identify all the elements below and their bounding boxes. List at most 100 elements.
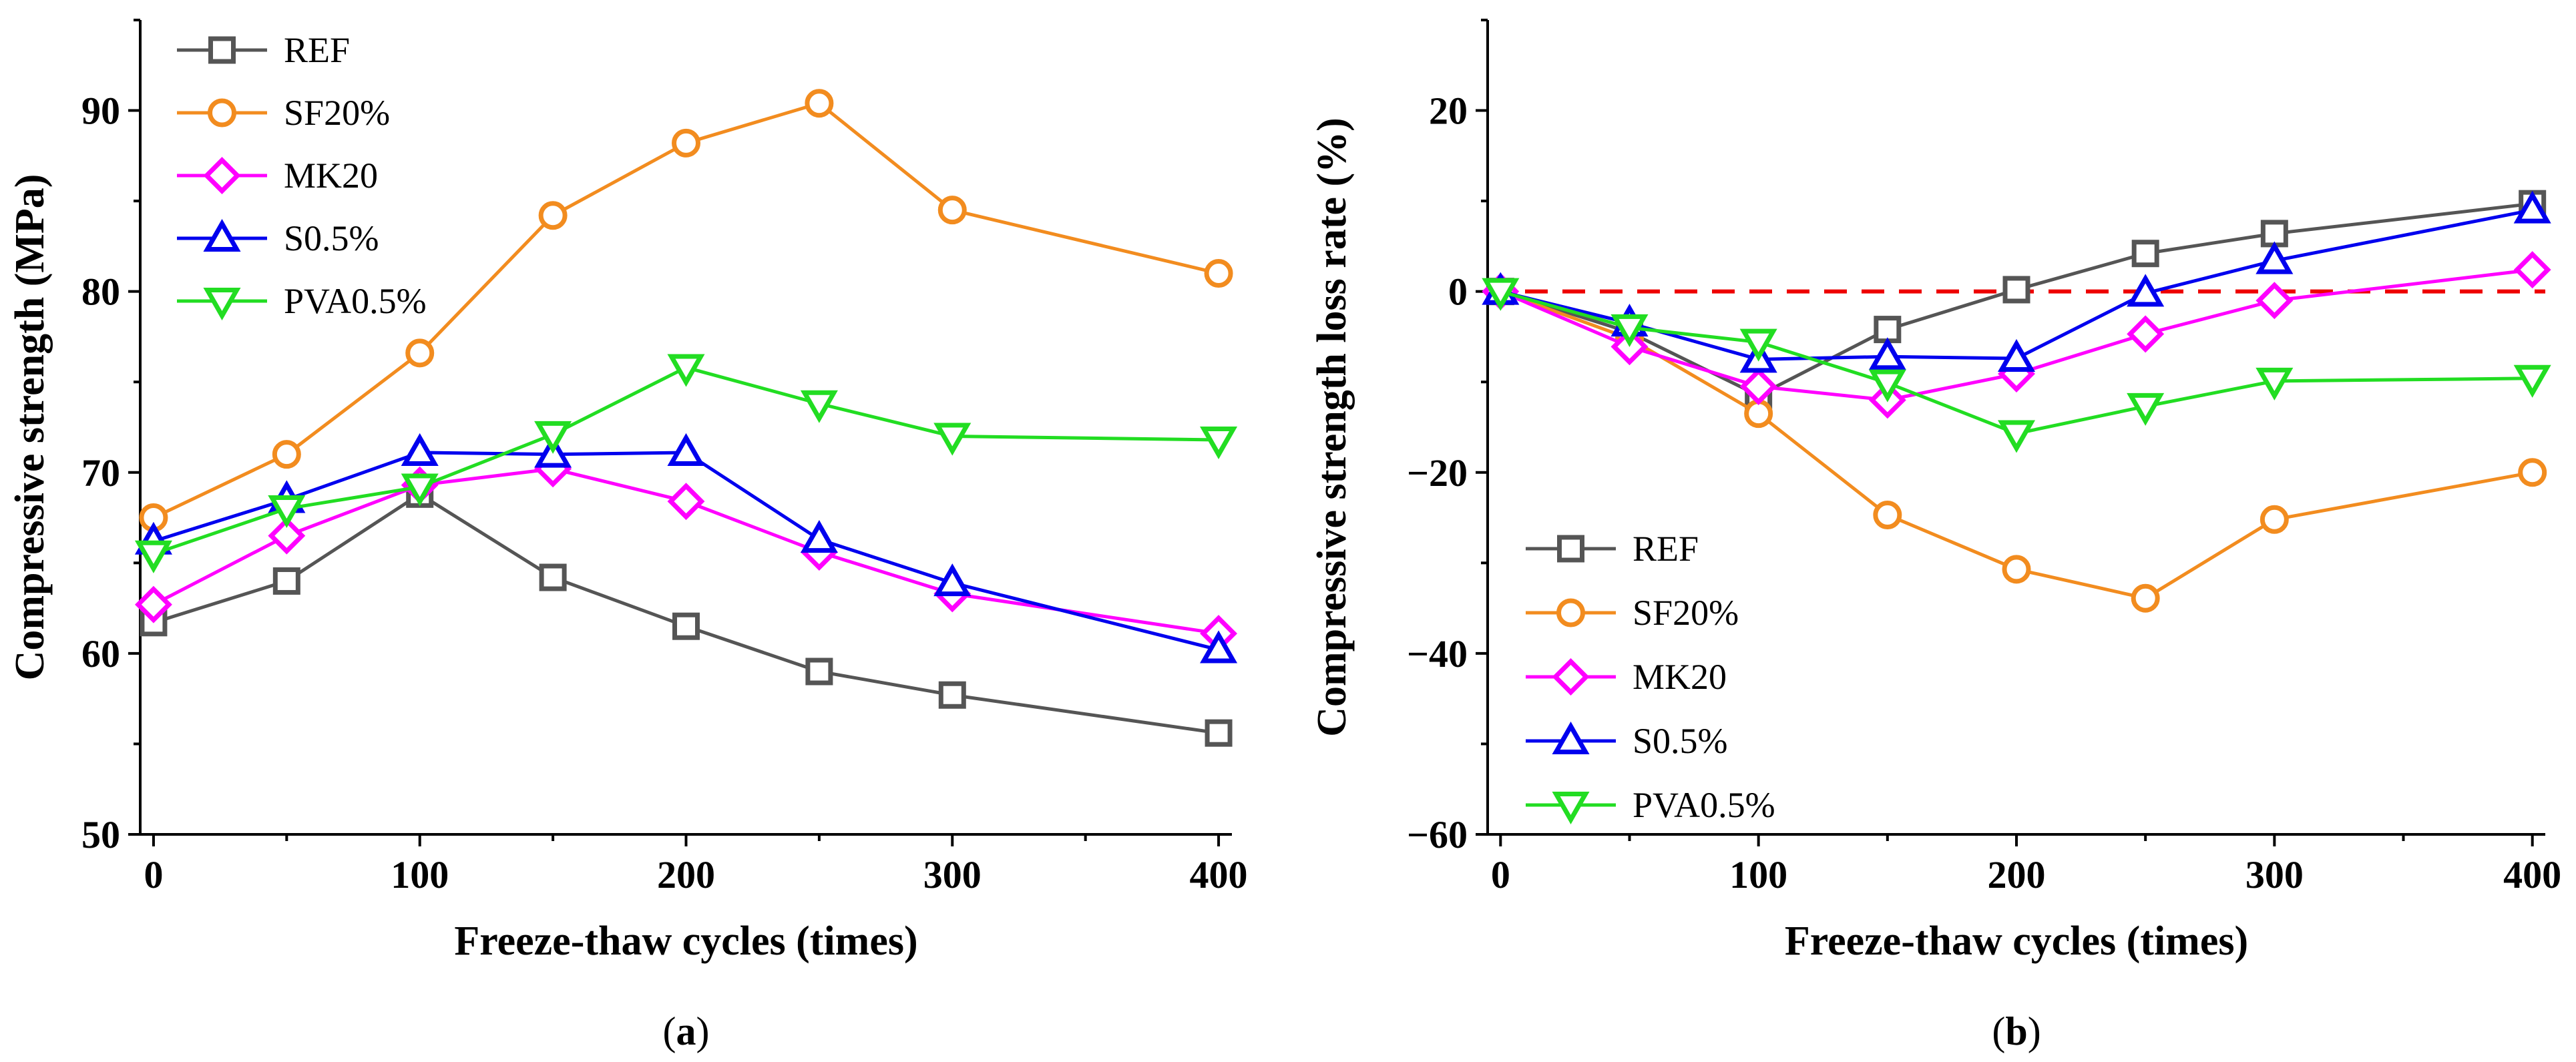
data-point <box>2127 315 2165 353</box>
data-point <box>1868 337 1906 370</box>
legend-swatch-marker <box>1556 598 1585 627</box>
legend-swatch-marker <box>1552 658 1590 696</box>
legend-swatch-marker <box>203 218 241 252</box>
x-tick-label: 300 <box>2245 853 2304 896</box>
data-point <box>667 433 705 466</box>
y-axis-title: Compressive strength (MPa) <box>7 174 53 681</box>
legend-item: MK20 <box>177 156 378 196</box>
data-point <box>672 612 700 640</box>
series-sf20- <box>139 89 1233 533</box>
legend-item: REF <box>177 30 350 70</box>
data-point <box>134 585 172 623</box>
data-point <box>539 563 567 591</box>
data-point <box>2513 364 2551 398</box>
x-axis-title: Freeze-thaw cycles (times) <box>454 918 917 964</box>
series-s0-5- <box>134 433 1238 663</box>
x-tick-label: 400 <box>1190 853 1248 896</box>
series-pva0-5- <box>134 354 1238 573</box>
data-point <box>534 421 572 454</box>
data-point <box>272 440 301 469</box>
x-tick-label: 200 <box>657 853 715 896</box>
panel-label-close: ) <box>696 1009 710 1053</box>
series-line <box>152 467 1219 635</box>
data-point <box>2002 276 2030 304</box>
data-point <box>2127 274 2165 307</box>
data-point <box>2131 583 2160 613</box>
data-point <box>1482 278 1520 311</box>
panel-label-open: ( <box>663 1009 676 1053</box>
data-point <box>933 423 972 456</box>
data-point <box>405 338 435 368</box>
y-tick-label: 70 <box>81 451 120 495</box>
data-point <box>1997 338 2036 372</box>
legend-swatch-marker <box>1552 721 1590 754</box>
data-point <box>134 540 172 573</box>
legend-swatch-marker <box>1552 792 1590 825</box>
data-point <box>401 433 439 466</box>
data-point <box>800 390 838 423</box>
chart-panel-a: 0 100 200 300 400 50 60 70 80 90 Freeze-thaw cycle… <box>7 19 1248 1053</box>
series-line <box>153 451 1219 651</box>
data-point <box>667 483 705 521</box>
legend-item: REF <box>1526 529 1699 569</box>
data-point <box>667 354 705 387</box>
x-tick-label: 100 <box>391 853 449 896</box>
series-line <box>1500 202 2533 398</box>
data-point <box>938 681 966 709</box>
data-point <box>2127 392 2165 426</box>
legend-label: PVA0.5% <box>284 281 427 321</box>
data-point <box>672 128 700 158</box>
series-line <box>1500 268 2533 402</box>
legend-label: SF20% <box>284 93 390 133</box>
legend-item: SF20% <box>1526 593 1739 633</box>
panel-label: (b) <box>1992 1009 2041 1053</box>
data-point <box>805 89 834 118</box>
legend-swatch-marker <box>208 36 236 64</box>
data-point <box>2513 190 2551 224</box>
y-tick-label: −60 <box>1407 813 1468 856</box>
data-point <box>268 495 306 529</box>
legend-label: S0.5% <box>284 218 379 258</box>
data-point <box>1744 399 1773 429</box>
y-tick-label: 0 <box>1448 270 1468 314</box>
x-tick-label: 0 <box>1491 853 1510 896</box>
x-tick-label: 100 <box>1729 853 1787 896</box>
data-point <box>2513 251 2551 289</box>
legend-label: MK20 <box>284 156 378 196</box>
chart-panel-b: 0 100 200 300 400 −60 −40 −20 0 20 Freeze-thaw cyc… <box>1309 19 2561 1053</box>
legend-label: S0.5% <box>1633 721 1728 761</box>
legend-item: SF20% <box>177 93 390 133</box>
legend-swatch-marker <box>1557 535 1584 563</box>
legend-item: PVA0.5% <box>177 281 427 321</box>
data-point <box>800 520 838 553</box>
data-point <box>2256 282 2294 320</box>
data-point <box>933 563 972 597</box>
x-tick-label: 200 <box>1988 853 2046 896</box>
panel-label: (a) <box>663 1009 710 1053</box>
legend-label: PVA0.5% <box>1633 785 1775 825</box>
data-point <box>2260 505 2289 534</box>
series-line <box>1500 290 2533 436</box>
x-tick-label: 300 <box>923 853 982 896</box>
panel-label-letter: a <box>676 1009 696 1053</box>
y-tick-label: 80 <box>81 270 120 314</box>
legend-label: SF20% <box>1633 593 1739 633</box>
data-point <box>1873 500 1902 529</box>
data-point <box>272 567 300 595</box>
legend-swatch-marker <box>203 288 241 321</box>
data-point <box>401 473 439 507</box>
x-tick-label: 400 <box>2503 853 2561 896</box>
panel-label-open: ( <box>1992 1009 2005 1053</box>
y-tick-label: 50 <box>81 813 120 856</box>
data-point <box>2131 240 2159 268</box>
data-point <box>1868 369 1906 403</box>
data-point <box>2256 241 2294 274</box>
legend: REF SF20% MK20 S0.5% PVA0.5% <box>1526 529 1775 825</box>
data-point <box>937 196 967 225</box>
y-tick-label: 90 <box>81 89 120 133</box>
data-point <box>1874 316 1902 344</box>
series-ref <box>140 480 1233 747</box>
legend-item: S0.5% <box>1526 721 1728 761</box>
legend-label: REF <box>284 30 350 70</box>
